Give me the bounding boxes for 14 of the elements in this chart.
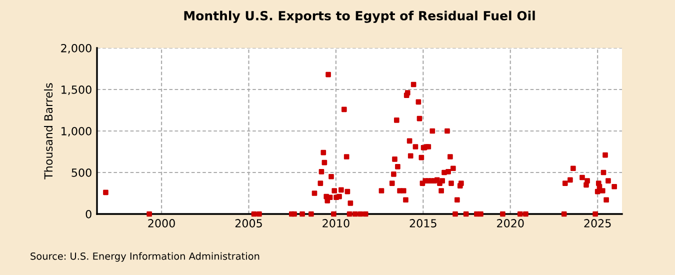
y-tick-label: 1,500: [62, 85, 92, 96]
y-axis-title: Thousand Barrels: [44, 83, 53, 180]
x-tick-label: 2025: [584, 219, 611, 228]
chart-title: Monthly U.S. Exports to Egypt of Residual Fuel Oil: [184, 10, 535, 23]
x-tick-label: 2000: [148, 219, 175, 228]
source-note: Source: U.S. Energy Information Administration: [30, 252, 260, 262]
y-tick-label: 2,000: [61, 44, 92, 54]
x-tick-label: 2005: [235, 219, 262, 228]
y-tick-label: 1,000: [62, 126, 92, 137]
x-tick-label: 2020: [497, 219, 524, 228]
x-tick-label: 2015: [410, 219, 436, 228]
y-tick-label: 500: [72, 168, 92, 177]
y-tick-label: 0: [86, 210, 92, 218]
x-tick-label: 2010: [322, 219, 350, 228]
